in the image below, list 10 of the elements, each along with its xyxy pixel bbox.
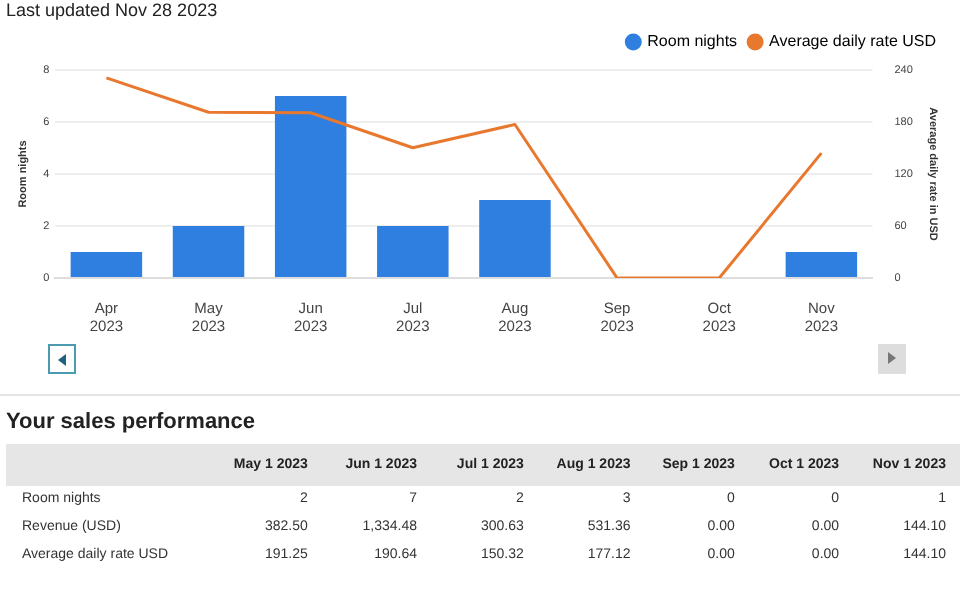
bar — [172, 226, 245, 277]
bar — [785, 252, 858, 277]
text: Your sales performance — [6, 410, 258, 434]
bar — [274, 96, 347, 277]
legend-label: Room nights — [647, 32, 738, 51]
bar — [377, 226, 449, 277]
legend-label: Average daily rate USD — [769, 32, 937, 51]
bar — [70, 252, 143, 277]
bar — [479, 200, 551, 277]
text: Last updated Nov 28 2023 — [6, 0, 218, 20]
